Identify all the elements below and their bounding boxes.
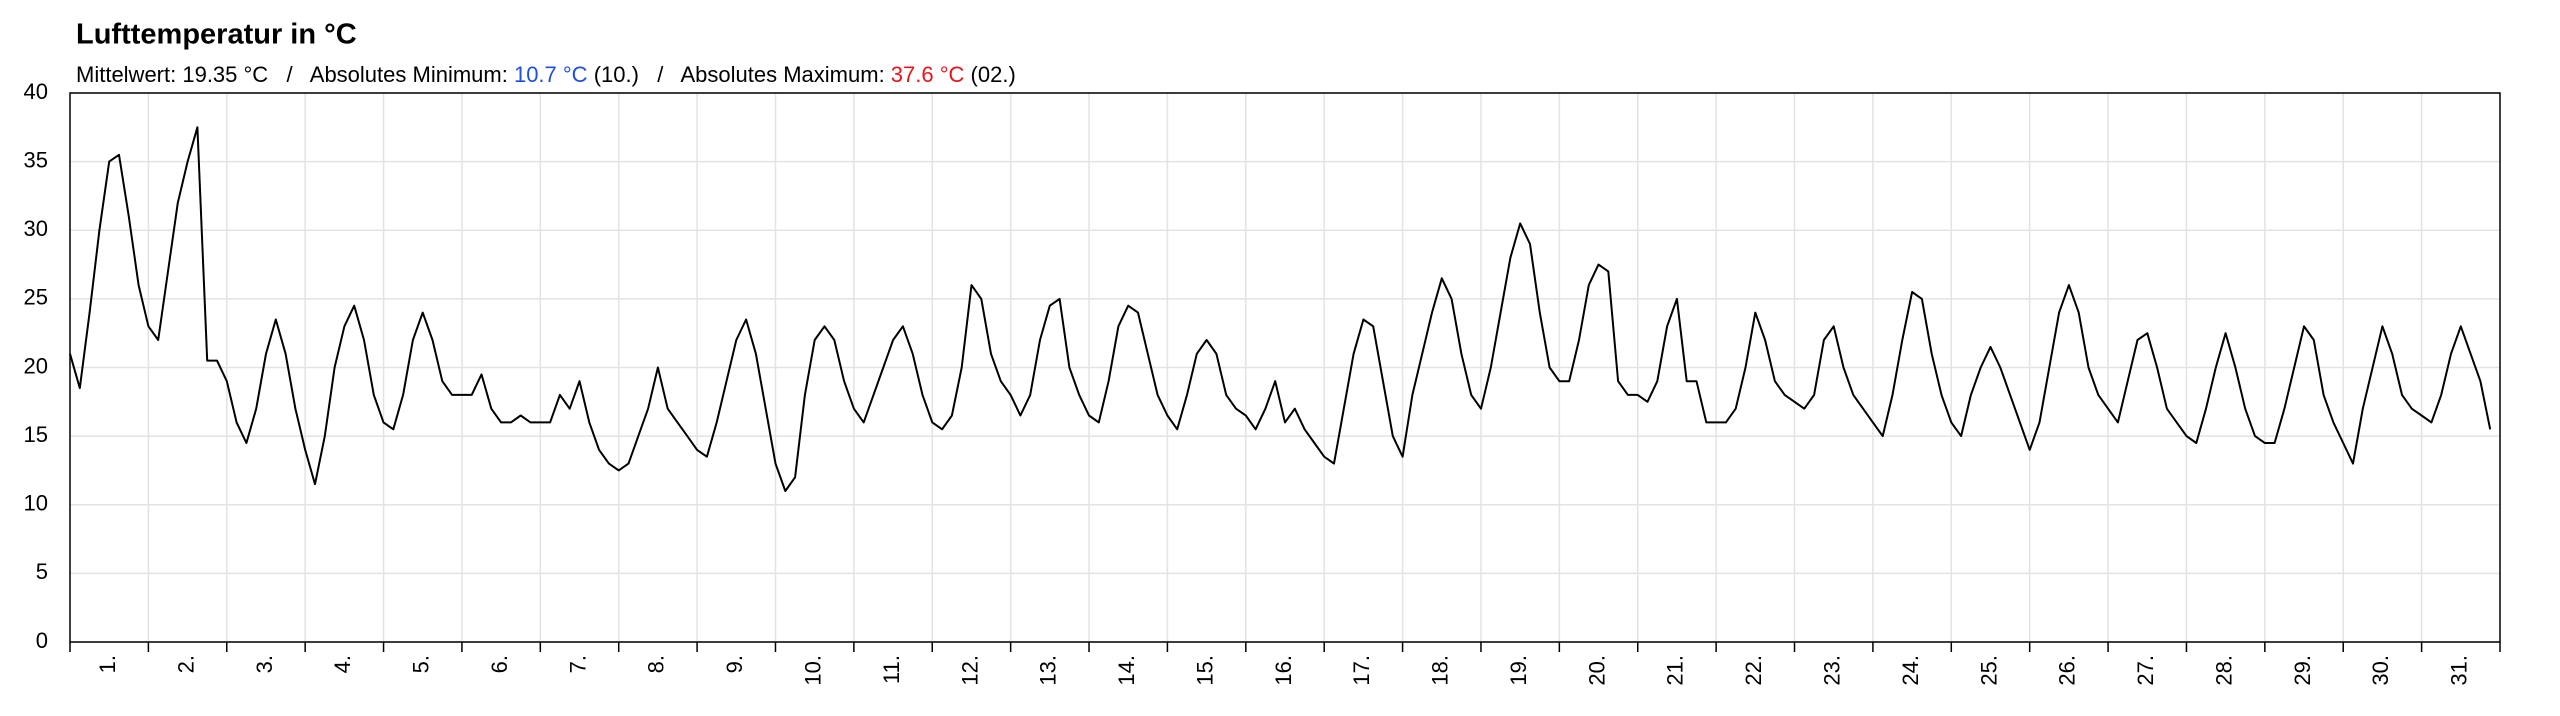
subtitle-part: 37.6 °C (891, 62, 965, 87)
x-tick-label: 21. (1663, 655, 1688, 686)
x-tick-label: 16. (1271, 655, 1296, 686)
x-tick-label: 27. (2133, 655, 2158, 686)
x-tick-label: 12. (957, 655, 982, 686)
x-tick-label: 14. (1114, 655, 1139, 686)
x-tick-label: 24. (1898, 655, 1923, 686)
y-tick-label: 35 (24, 147, 48, 172)
y-tick-label: 15 (24, 422, 48, 447)
x-tick-label: 10. (800, 655, 825, 686)
x-tick-label: 2. (173, 655, 198, 673)
x-tick-label: 6. (487, 655, 512, 673)
y-tick-label: 5 (36, 559, 48, 584)
x-tick-label: 3. (252, 655, 277, 673)
x-tick-label: 28. (2211, 655, 2236, 686)
x-tick-label: 9. (722, 655, 747, 673)
x-tick-label: 7. (565, 655, 590, 673)
x-tick-label: 13. (1036, 655, 1061, 686)
x-tick-label: 29. (2290, 655, 2315, 686)
y-tick-label: 0 (36, 628, 48, 653)
subtitle-part: (10.) / Absolutes Maximum: (588, 62, 891, 87)
x-tick-label: 30. (2368, 655, 2393, 686)
x-tick-label: 25. (1976, 655, 2001, 686)
x-tick-label: 19. (1506, 655, 1531, 686)
x-tick-label: 22. (1741, 655, 1766, 686)
temperature-line (69, 126, 2492, 492)
subtitle-part: Mittelwert: 19.35 °C / Absolutes Minimum… (76, 62, 514, 87)
y-tick-label: 20 (24, 353, 48, 378)
y-tick-label: 40 (24, 79, 48, 104)
chart-subtitle: Mittelwert: 19.35 °C / Absolutes Minimum… (76, 62, 1016, 87)
y-tick-label: 10 (24, 491, 48, 516)
subtitle-part: (02.) (964, 62, 1015, 87)
x-tick-label: 15. (1192, 655, 1217, 686)
subtitle-part: 10.7 °C (514, 62, 588, 87)
x-tick-label: 1. (95, 655, 120, 673)
x-tick-label: 26. (2055, 655, 2080, 686)
x-tick-label: 17. (1349, 655, 1374, 686)
y-tick-label: 25 (24, 285, 48, 310)
x-tick-label: 4. (330, 655, 355, 673)
x-tick-label: 11. (879, 655, 904, 684)
chart-title: Lufttemperatur in °C (76, 19, 357, 51)
x-tick-label: 8. (644, 655, 669, 673)
x-tick-label: 5. (409, 655, 434, 673)
x-tick-label: 18. (1428, 655, 1453, 686)
x-tick-label: 20. (1584, 655, 1609, 686)
plot-frame (69, 92, 2501, 643)
x-tick-label: 31. (2447, 655, 2472, 686)
y-tick-label: 30 (24, 216, 48, 241)
x-tick-label: 23. (1820, 655, 1845, 686)
